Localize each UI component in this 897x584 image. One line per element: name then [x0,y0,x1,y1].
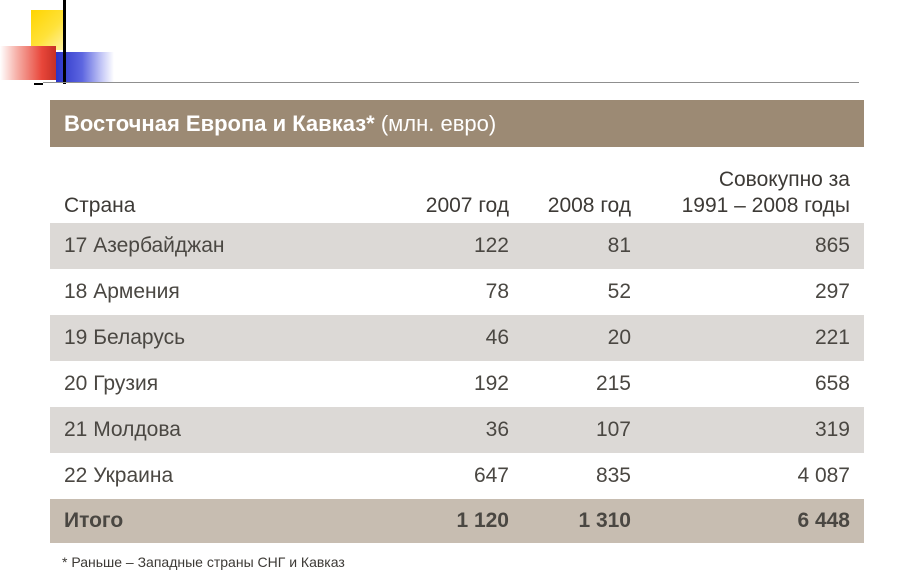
table-row: 19 Беларусь 46 20 221 [50,315,864,361]
logo-yellow-square [31,10,65,50]
cell-2008: 81 [607,234,631,257]
logo-vertical-line [63,0,66,84]
cell-total: 658 [814,372,850,395]
table-row: 21 Молдова 36 107 319 [50,407,864,453]
logo-tick-mark [34,83,43,85]
cell-2008: 835 [595,464,631,487]
cell-2008: 215 [595,372,631,395]
cell-2007: 192 [473,372,509,395]
total-2007: 1 120 [456,509,509,532]
cell-country: 17 Азербайджан [64,234,225,257]
cell-2008: 20 [607,326,631,349]
header-divider [43,82,859,83]
table-row: 18 Армения 78 52 297 [50,269,864,315]
cell-country: 20 Грузия [64,372,159,395]
cell-2007: 122 [473,234,509,257]
table-row: 17 Азербайджан 122 81 865 [50,223,864,269]
cell-2007: 78 [485,280,509,303]
cell-2007: 647 [473,464,509,487]
cell-total: 221 [814,326,850,349]
total-2008: 1 310 [578,509,631,532]
table-row: 22 Украина 647 835 4 087 [50,453,864,499]
logo-red-square [0,46,56,80]
cell-total: 319 [814,418,850,441]
data-table: Восточная Европа и Кавказ* (млн. евро) С… [50,100,864,570]
total-label: Итого [64,509,124,532]
total-overall: 6 448 [797,509,850,532]
header-2007: 2007 год [425,194,509,217]
cell-2008: 52 [607,280,631,303]
table-header-row: Страна 2007 год 2008 год Совокупно за 19… [50,147,864,223]
header-2008: 2008 год [547,194,631,217]
table-title-bar: Восточная Европа и Кавказ* (млн. евро) [50,100,864,147]
cell-total: 4 087 [797,464,850,487]
table-total-row: Итого 1 120 1 310 6 448 [50,499,864,543]
header-total-line2: 1991 – 2008 годы [681,194,850,217]
cell-2007: 46 [485,326,509,349]
cell-country: 22 Украина [64,464,174,487]
table-footnote: * Раньше – Западные страны СНГ и Кавказ [62,554,345,570]
header-country: Страна [64,194,136,217]
table-title: Восточная Европа и Кавказ* [64,111,375,136]
table-row: 20 Грузия 192 215 658 [50,361,864,407]
table-unit: (млн. евро) [380,111,497,136]
cell-2007: 36 [485,418,509,441]
decorative-logo [0,0,120,90]
cell-total: 297 [814,280,850,303]
cell-country: 19 Беларусь [64,326,186,349]
header-total: Совокупно за 1991 – 2008 годы [682,167,850,219]
header-total-line1: Совокупно за [718,168,850,191]
cell-2008: 107 [595,418,631,441]
table-body: 17 Азербайджан 122 81 865 18 Армения 78 … [50,223,864,499]
cell-country: 21 Молдова [64,418,181,441]
cell-total: 865 [814,234,850,257]
cell-country: 18 Армения [64,280,180,303]
